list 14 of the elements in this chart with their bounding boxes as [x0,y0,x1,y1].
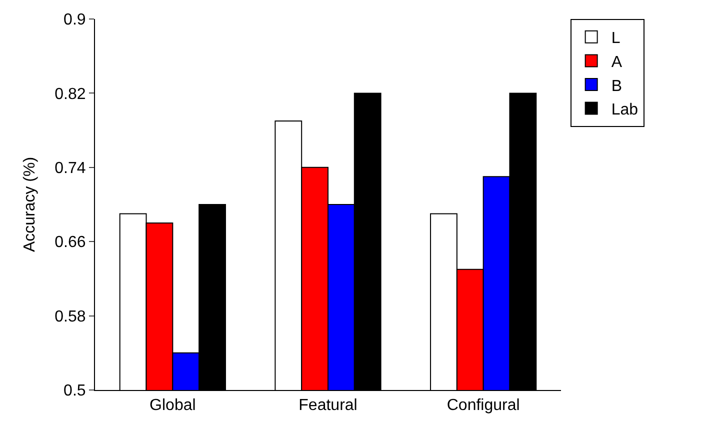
x-tick-label: Featural [298,397,358,414]
legend-label: B [611,78,622,95]
y-tick-label: 0.9 [64,12,86,29]
y-tick-label: 0.5 [64,382,86,400]
legend-label: Lab [611,102,638,119]
y-axis-title: Accuracy (%) [22,156,39,252]
y-tick-label: 0.82 [54,86,86,103]
y-tick-label: 0.66 [54,234,86,252]
x-tick-label: Configural [446,397,520,414]
x-tick-label: Global [150,397,196,414]
legend-label: A [611,54,622,71]
legend-label: L [611,30,620,48]
y-tick-label: 0.58 [54,308,86,326]
y-tick-label: 0.74 [54,160,86,177]
